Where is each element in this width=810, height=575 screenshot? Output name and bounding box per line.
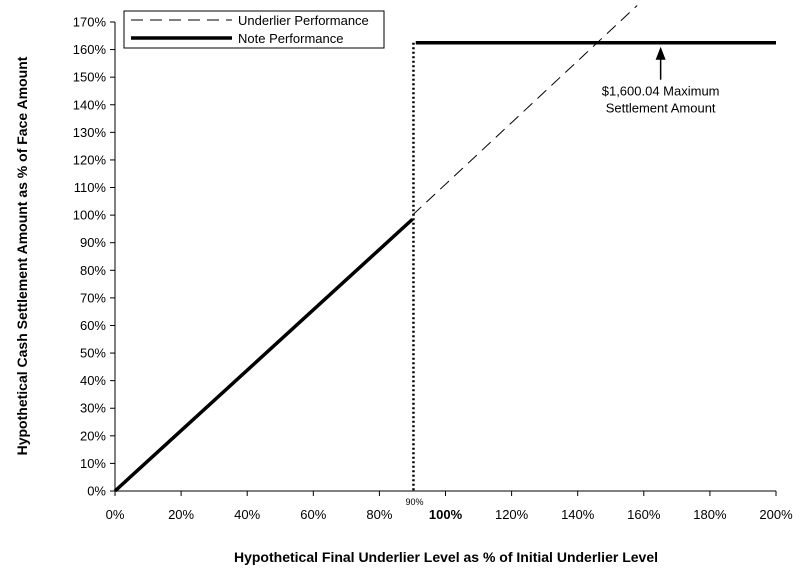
y-tick-label: 150%	[73, 70, 107, 85]
annotation-arrow-head	[655, 46, 666, 60]
x-tick-label: 100%	[429, 507, 463, 522]
annotation-line-1: $1,600.04 Maximum	[602, 84, 720, 99]
x-tick-label: 200%	[759, 507, 793, 522]
legend-label-underlier: Underlier Performance	[238, 13, 369, 28]
y-tick-label: 100%	[73, 208, 107, 223]
y-tick-label: 60%	[80, 318, 106, 333]
y-tick-label: 40%	[80, 373, 106, 388]
series-line-underlier	[412, 5, 638, 216]
y-tick-label: 30%	[80, 401, 106, 416]
threshold-label: 90%	[405, 497, 423, 507]
y-tick-label: 120%	[73, 152, 107, 167]
series-line-note	[113, 217, 414, 493]
y-tick-label: 140%	[73, 97, 107, 112]
x-tick-label: 40%	[234, 507, 260, 522]
x-ticks: 0% 20% 40% 60% 80% 100% 120% 140% 160% 180% 200%	[106, 491, 793, 522]
x-tick-label: 0%	[106, 507, 125, 522]
annotation: $1,600.04 Maximum Settlement Amount	[602, 46, 720, 116]
x-tick-label: 120%	[495, 507, 529, 522]
legend: Underlier Performance Note Performance	[123, 10, 385, 49]
y-tick-label: 170%	[73, 15, 107, 30]
x-tick-label: 60%	[300, 507, 326, 522]
y-tick-label: 20%	[80, 428, 106, 443]
y-ticks: 0% 10% 20% 30% 40% 50% 60% 70% 80% 90% 100% 110% 120…	[73, 15, 115, 499]
x-tick-label: 80%	[366, 507, 392, 522]
y-tick-label: 160%	[73, 42, 107, 57]
y-tick-label: 130%	[73, 125, 107, 140]
legend-label-note: Note Performance	[238, 31, 344, 46]
legend-box	[123, 10, 385, 49]
y-axis-title: Hypothetical Cash Settlement Amount as %…	[14, 56, 30, 455]
x-axis-title: Hypothetical Final Underlier Level as % …	[234, 549, 658, 565]
y-tick-label: 10%	[80, 456, 106, 471]
y-tick-label: 110%	[74, 180, 107, 195]
x-tick-label: 140%	[561, 507, 595, 522]
x-tick-label: 160%	[627, 507, 661, 522]
annotation-line-2: Settlement Amount	[606, 101, 716, 116]
y-tick-label: 50%	[80, 346, 106, 361]
x-tick-label: 20%	[168, 507, 194, 522]
y-tick-label: 90%	[80, 235, 106, 250]
x-tick-label: 180%	[693, 507, 727, 522]
y-tick-label: 70%	[80, 290, 106, 305]
series-layer: 90%	[113, 5, 776, 507]
y-tick-label: 80%	[80, 263, 106, 278]
y-tick-label: 0%	[87, 484, 106, 499]
